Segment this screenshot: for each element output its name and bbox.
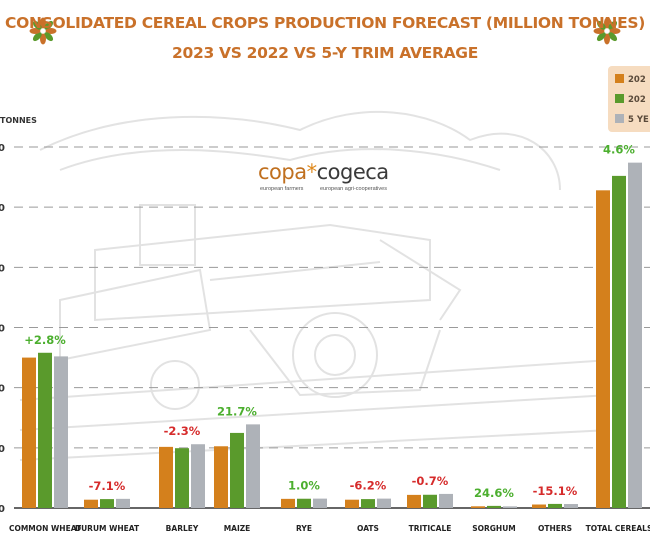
x-tick-label: SORGHUM [472, 524, 516, 533]
bar-2022 [548, 503, 562, 508]
logo-subtitle-right: european agri-cooperatives [320, 186, 387, 192]
y-tick-label: 0 [0, 504, 5, 515]
logo-cogeca: cogeca [316, 160, 390, 184]
bar-2022 [38, 352, 52, 508]
x-tick-label: OTHERS [538, 524, 572, 533]
bar-2023 [214, 446, 228, 508]
x-tick-label: COMMON WHEAT [9, 524, 82, 533]
y-tick-label: 0 [0, 384, 5, 395]
logo-star: * [306, 160, 318, 184]
x-tick-label: TOTAL CEREALS [586, 524, 650, 533]
change-label: -2.3% [164, 424, 201, 438]
flower-petal [40, 33, 46, 45]
flower-petal [596, 20, 606, 30]
bar-2023 [345, 499, 359, 508]
bar-2022 [297, 498, 311, 508]
flower-petal [608, 32, 618, 42]
bar-2023 [84, 499, 98, 508]
bar-5y-avg [313, 498, 327, 508]
flower-petal [40, 17, 46, 29]
bar-2023 [159, 446, 173, 508]
bar-5y-avg [377, 498, 391, 508]
y-tick-label: 0 [0, 143, 5, 154]
bar-2023 [22, 357, 36, 508]
x-tick-label: OATS [357, 524, 379, 533]
bar-2023 [532, 504, 546, 508]
flower-petal [593, 28, 605, 34]
y-tick-label: 0 [0, 203, 5, 214]
bar-2022 [230, 432, 244, 508]
flower-petal [604, 33, 610, 45]
change-label: 24.6% [474, 486, 514, 500]
legend-label-5y: 5 YE [628, 115, 649, 125]
bar-5y-avg [191, 444, 205, 508]
change-label: -15.1% [533, 484, 578, 498]
logo-wordmark: copa*cogeca [258, 160, 389, 184]
chart-title: CONSOLIDATED CEREAL CROPS PRODUCTION FOR… [5, 14, 645, 32]
logo-subtitle-left: european farmers [260, 186, 304, 192]
change-label: +2.8% [24, 333, 66, 347]
flower-petal [44, 32, 54, 42]
bar-2023 [471, 506, 485, 508]
legend: 202 202 5 YE [608, 66, 650, 132]
flower-petal [609, 28, 621, 34]
flower-petal [29, 28, 41, 34]
change-label: 4.6% [603, 143, 635, 157]
bar-2023 [407, 494, 421, 508]
legend-label-2023: 202 [628, 75, 646, 85]
change-label: -6.2% [350, 479, 387, 493]
legend-swatch-5y [615, 114, 624, 123]
logo-copa: copa [258, 160, 307, 184]
bar-2023 [596, 190, 610, 508]
flower-petal [44, 20, 54, 30]
x-tick-label: DURUM WHEAT [75, 524, 140, 533]
change-label: -0.7% [412, 474, 449, 488]
legend-swatch-2023 [615, 74, 624, 83]
legend-item-5y: 5 YE [615, 114, 649, 126]
legend-swatch-2022 [615, 94, 624, 103]
bar-5y-avg [564, 504, 578, 508]
bar-2022 [612, 175, 626, 508]
flower-icon [593, 17, 621, 45]
bar-2022 [423, 494, 437, 508]
legend-item-2022: 202 [615, 94, 646, 106]
chart-subtitle: 2023 VS 2022 VS 5-Y TRIM AVERAGE [171, 44, 478, 62]
bar-5y-avg [628, 162, 642, 509]
x-tick-label: TRITICALE [409, 524, 452, 533]
y-tick-label: 0 [0, 263, 5, 274]
x-tick-label: BARLEY [166, 524, 199, 533]
flower-petal [32, 20, 42, 30]
y-tick-label: 0 [0, 444, 5, 455]
bar-2022 [487, 505, 501, 508]
copa-cogeca-logo: copa*cogeca european farmers european ag… [258, 160, 389, 200]
flower-petal [596, 32, 606, 42]
legend-item-2023: 202 [615, 74, 646, 86]
bar-5y-avg [116, 498, 130, 508]
flower-petal [45, 28, 57, 34]
legend-label-2022: 202 [628, 95, 646, 105]
flower-icon [29, 17, 57, 45]
change-label: -7.1% [89, 479, 126, 493]
bar-5y-avg [54, 356, 68, 508]
bar-2022 [100, 499, 114, 508]
flower-petal [608, 20, 618, 30]
y-axis-unit-label: TONNES [0, 116, 37, 125]
bar-2022 [175, 448, 189, 508]
x-tick-label: RYE [296, 524, 312, 533]
bar-5y-avg [439, 493, 453, 508]
y-tick-label: 0 [0, 324, 5, 335]
bar-5y-avg [246, 424, 260, 508]
flower-petal [32, 32, 42, 42]
change-label: 1.0% [288, 479, 320, 493]
flower-petal [604, 17, 610, 29]
bar-2023 [281, 498, 295, 508]
bar-5y-avg [503, 506, 517, 508]
x-tick-label: MAIZE [224, 524, 251, 533]
bar-2022 [361, 499, 375, 508]
change-label: 21.7% [217, 404, 257, 418]
